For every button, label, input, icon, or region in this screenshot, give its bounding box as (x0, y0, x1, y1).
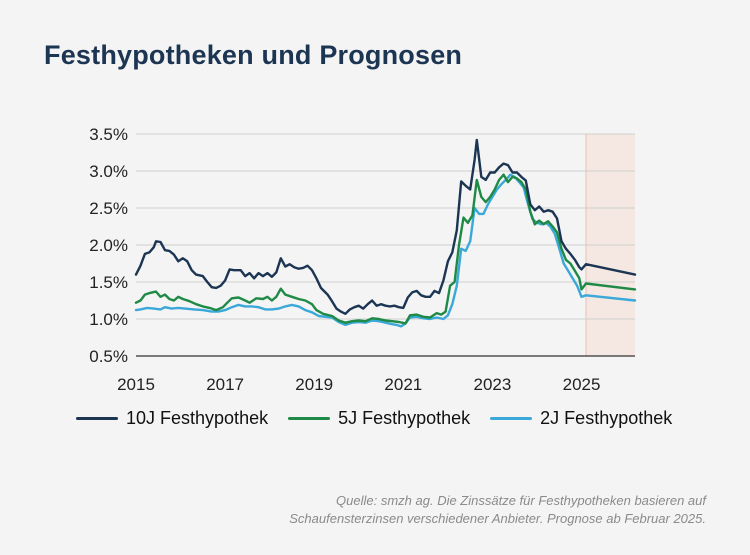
chart-title: Festhypotheken und Prognosen (44, 40, 463, 70)
legend-item-2j: 2J Festhypothek (490, 408, 672, 429)
source-note: Quelle: smzh ag. Die Zinssätze für Festh… (289, 493, 706, 526)
legend-label-5j: 5J Festhypothek (338, 408, 471, 428)
legend-swatch-10j (76, 417, 118, 420)
line-chart: 0.5% 1.0% 1.5% 2.0% 2.5% 3.0% 3.5% 2015 2017 2019… (89, 125, 637, 394)
x-tick-label: 2025 (563, 375, 601, 394)
x-tick-label: 2023 (474, 375, 512, 394)
legend-label-10j: 10J Festhypothek (126, 408, 269, 428)
legend-item-10j: 10J Festhypothek (76, 408, 268, 429)
legend: 10J Festhypothek 5J Festhypothek 2J Fest… (76, 408, 672, 429)
x-tick-label: 2015 (117, 375, 155, 394)
axis-layer: 0.5% 1.0% 1.5% 2.0% 2.5% 3.0% 3.5% 2015 2017 2019… (89, 125, 600, 394)
legend-swatch-5j (288, 417, 331, 420)
y-tick-label: 1.5% (89, 273, 128, 292)
grid-layer (136, 133, 635, 357)
legend-item-5j: 5J Festhypothek (288, 408, 470, 429)
y-tick-label: 1.0% (89, 310, 128, 329)
y-tick-label: 0.5% (89, 347, 128, 366)
series-layer (134, 138, 637, 328)
series-10j-line (134, 138, 637, 315)
x-tick-label: 2017 (206, 375, 244, 394)
legend-swatch-2j (490, 417, 533, 420)
series-5j-line (134, 173, 637, 325)
x-tick-label: 2021 (384, 375, 422, 394)
legend-label-2j: 2J Festhypothek (540, 408, 673, 428)
series-2j-line (134, 173, 637, 328)
y-tick-label: 3.5% (89, 125, 128, 144)
y-tick-label: 2.0% (89, 236, 128, 255)
y-tick-label: 2.5% (89, 199, 128, 218)
y-tick-label: 3.0% (89, 162, 128, 181)
x-tick-label: 2019 (295, 375, 333, 394)
